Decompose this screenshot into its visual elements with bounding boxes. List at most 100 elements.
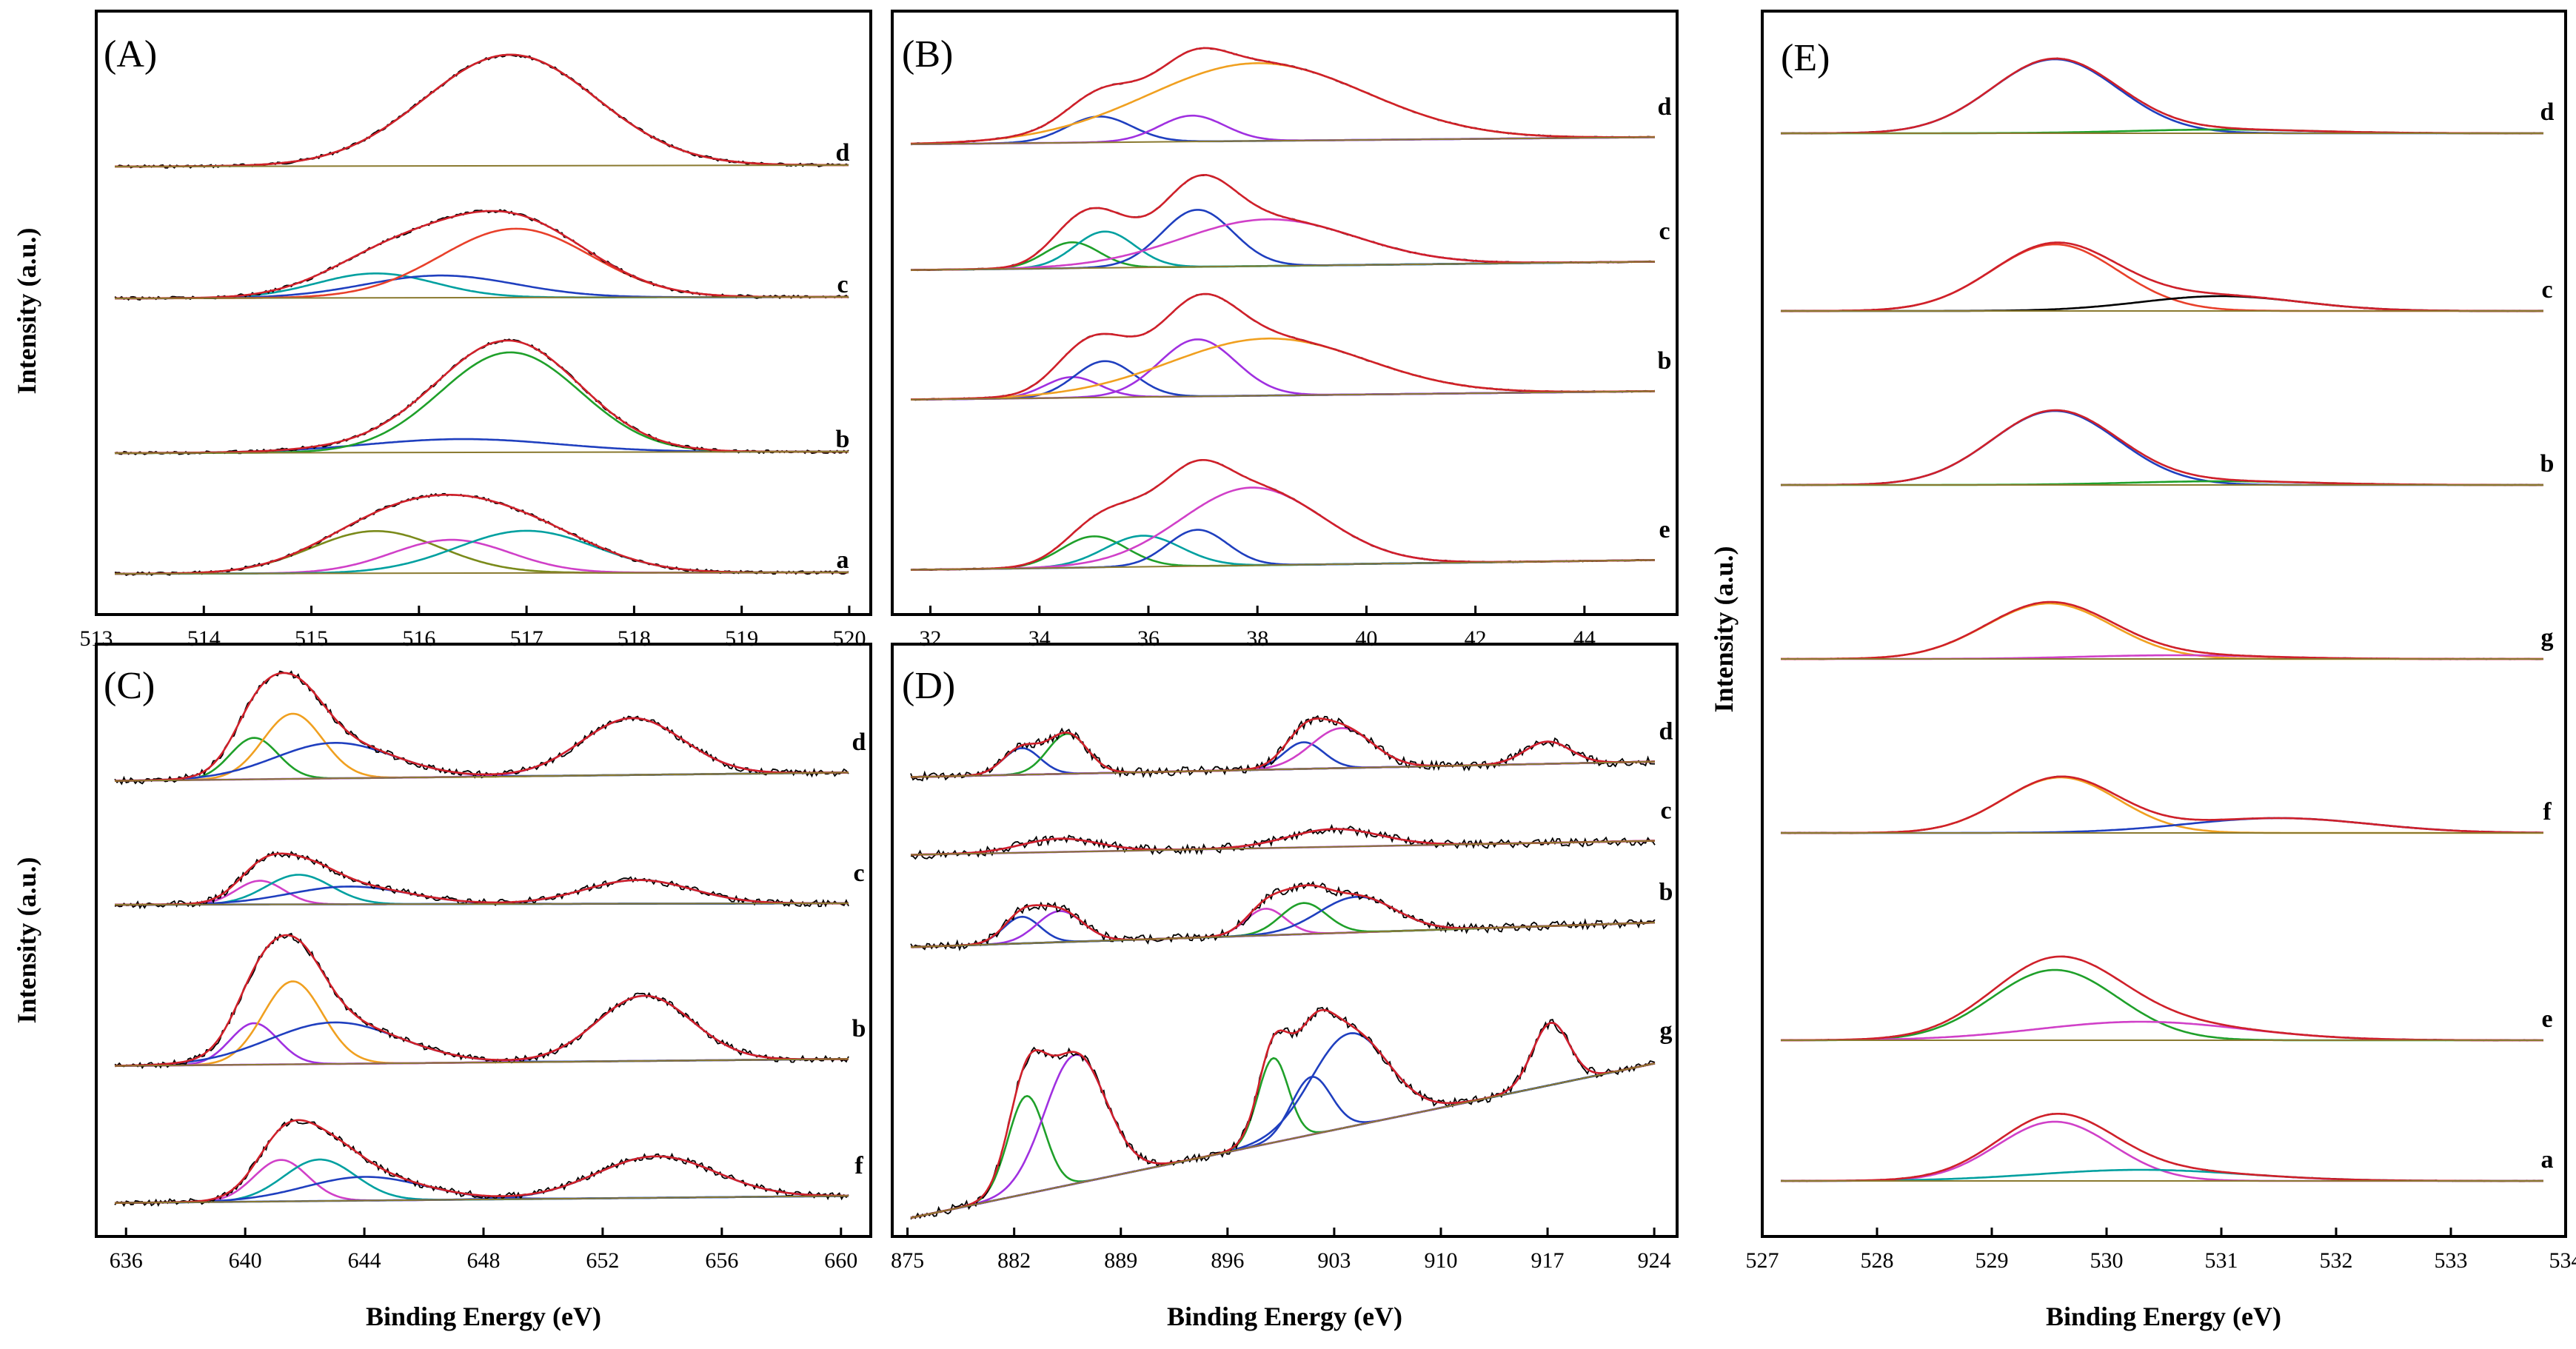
panel-b-series-e-baseline — [910, 559, 1656, 571]
panel-e-series-e-envelope — [1781, 955, 2543, 1042]
panel-b-series-label-c: c — [1659, 218, 1670, 245]
panel-d: (D) 875 882 889 896 903 910 917 924 d c b g — [891, 643, 1679, 1273]
panel-e-series-e-experimental — [1780, 955, 2544, 1042]
panel-b-tick-label: 38 — [1246, 626, 1268, 651]
panel-c-tick-label: 644 — [348, 1248, 381, 1273]
panel-a-series-b-experimental — [114, 338, 849, 455]
panel-d-tick-label: 924 — [1638, 1248, 1671, 1273]
panel-a-series-c-envelope — [115, 210, 849, 300]
panel-d-series-label-g: g — [1660, 1017, 1673, 1045]
panel-d-series-label-d: d — [1659, 717, 1673, 745]
panel-d-tick-label: 903 — [1317, 1248, 1351, 1273]
panel-b-series-labels: d c b e — [1658, 93, 1672, 543]
panel-b-series-e-envelope — [910, 458, 1655, 571]
panel-a-series-b-component — [114, 351, 849, 455]
panel-e-series-f-experimental — [1780, 775, 2544, 834]
panel-a-tick-label: 517 — [510, 626, 543, 651]
panel-e-series-d-experimental — [1780, 57, 2544, 135]
y-axis-title-a: Intensity (a.u.) — [12, 227, 41, 394]
panel-e-series-b-envelope — [1781, 409, 2543, 486]
panel-a-series-a-component — [114, 538, 849, 575]
panel-a-tick-label: 516 — [402, 626, 435, 651]
y-axis-title-c: Intensity (a.u.) — [12, 857, 41, 1023]
panel-e-series-f-envelope — [1781, 775, 2543, 834]
panel-a-curves — [114, 53, 849, 577]
panel-b-series-c-experimental — [910, 173, 1656, 272]
panel-d-frame — [891, 643, 1679, 1238]
panel-b-series-c-component — [911, 209, 1656, 272]
panel-c-series-c-envelope — [115, 852, 849, 906]
panel-a-series-d-envelope — [115, 53, 849, 168]
x-axis-title-e: Binding Energy (eV) — [2046, 1302, 2281, 1331]
panel-e-series-c-envelope — [1781, 241, 2543, 312]
panel-e-tick-label: 533 — [2435, 1248, 2468, 1273]
panel-b-series-b-envelope — [911, 292, 1655, 401]
panel-d-tick-label: 882 — [997, 1248, 1031, 1273]
panel-e-series-b-experimental — [1780, 409, 2544, 486]
panel-d-series-label-b: b — [1659, 878, 1673, 906]
panel-b-series-d-envelope — [910, 47, 1656, 145]
panel-b-series-label-b: b — [1658, 347, 1672, 375]
panel-a-label: (A) — [104, 33, 157, 76]
panel-b-label: (B) — [902, 33, 953, 76]
panel-a-series-b-baseline — [114, 451, 849, 454]
panel-a-series-c-experimental — [114, 209, 849, 301]
panel-d-series-g-component — [910, 1054, 1656, 1219]
panel-e-curves — [1780, 57, 2544, 1182]
panel-b: (B) 32 34 36 38 40 42 44 d c b e — [891, 10, 1679, 651]
panel-b-tick-label: 44 — [1573, 626, 1596, 651]
panel-a-series-d-baseline — [114, 164, 849, 167]
panel-a-series-label-a: a — [837, 546, 849, 574]
panel-d-tick-label: 889 — [1104, 1248, 1137, 1273]
panel-d-series-d-baseline — [910, 760, 1656, 778]
panel-b-curves — [910, 47, 1656, 572]
panel-c-series-labels: d c b f — [852, 729, 866, 1179]
panel-c: (C) 636 640 644 648 652 656 660 d c b f — [95, 643, 872, 1273]
panel-e-tick-label: 527 — [1746, 1248, 1779, 1273]
panel-c-frame — [95, 643, 872, 1238]
panel-c-series-b-component — [114, 980, 849, 1068]
x-axis-title-c: Binding Energy (eV) — [366, 1302, 601, 1331]
panel-b-series-d-experimental — [910, 47, 1656, 145]
panel-e-series-label-g: g — [2541, 624, 2554, 652]
panel-e-series-labels: d c b g f e a — [2540, 98, 2555, 1174]
panel-e-series-d-envelope — [1781, 57, 2543, 135]
panel-c-curves — [114, 670, 849, 1208]
panel-b-series-d-component — [910, 62, 1656, 145]
panel-d-curves — [910, 714, 1656, 1220]
panel-e-series-label-f: f — [2543, 798, 2552, 826]
panel-c-label: (C) — [104, 665, 155, 707]
panel-d-series-g-experimental — [910, 1006, 1656, 1220]
panel-c-series-b-envelope — [114, 934, 849, 1067]
panel-c-series-b-baseline — [114, 1058, 849, 1067]
panel-a-series-label-c: c — [837, 271, 848, 298]
panel-a-series-label-d: d — [836, 139, 850, 167]
panel-e-tick-label: 534 — [2549, 1248, 2576, 1273]
panel-d-series-c-baseline — [910, 840, 1656, 856]
panel-c-series-c-baseline — [114, 903, 849, 906]
panel-c-series-f-experimental — [114, 1118, 849, 1208]
panel-c-series-f-baseline — [114, 1195, 849, 1204]
panel-b-tick-label: 42 — [1465, 626, 1487, 651]
panel-a-x-axis: 513 514 515 516 517 518 519 520 — [80, 606, 866, 651]
panel-b-series-b-baseline — [910, 390, 1656, 401]
panel-c-series-label-d: d — [852, 729, 866, 756]
panel-a-tick-label: 519 — [725, 626, 758, 651]
panel-a-tick-label: 518 — [618, 626, 651, 651]
panel-e-series-g-component — [1781, 602, 2543, 660]
panel-b-series-b-experimental — [911, 293, 1656, 401]
panel-c-series-label-f: f — [854, 1152, 863, 1179]
panel-e-series-g-experimental — [1781, 600, 2544, 660]
panel-e-series-b-component — [1781, 409, 2543, 486]
panel-e-series-label-e: e — [2541, 1005, 2552, 1033]
panel-e-series-g-envelope — [1781, 600, 2543, 660]
panel-a-tick-label: 515 — [295, 626, 328, 651]
panel-e-series-label-d: d — [2540, 98, 2555, 126]
panel-b-tick-label: 36 — [1137, 626, 1160, 651]
panel-b-tick-label: 34 — [1028, 626, 1051, 651]
panel-a-tick-label: 514 — [187, 626, 221, 651]
panel-d-series-labels: d c b g — [1659, 717, 1673, 1045]
panel-b-series-d-baseline — [910, 136, 1656, 145]
panel-d-tick-label: 896 — [1211, 1248, 1244, 1273]
